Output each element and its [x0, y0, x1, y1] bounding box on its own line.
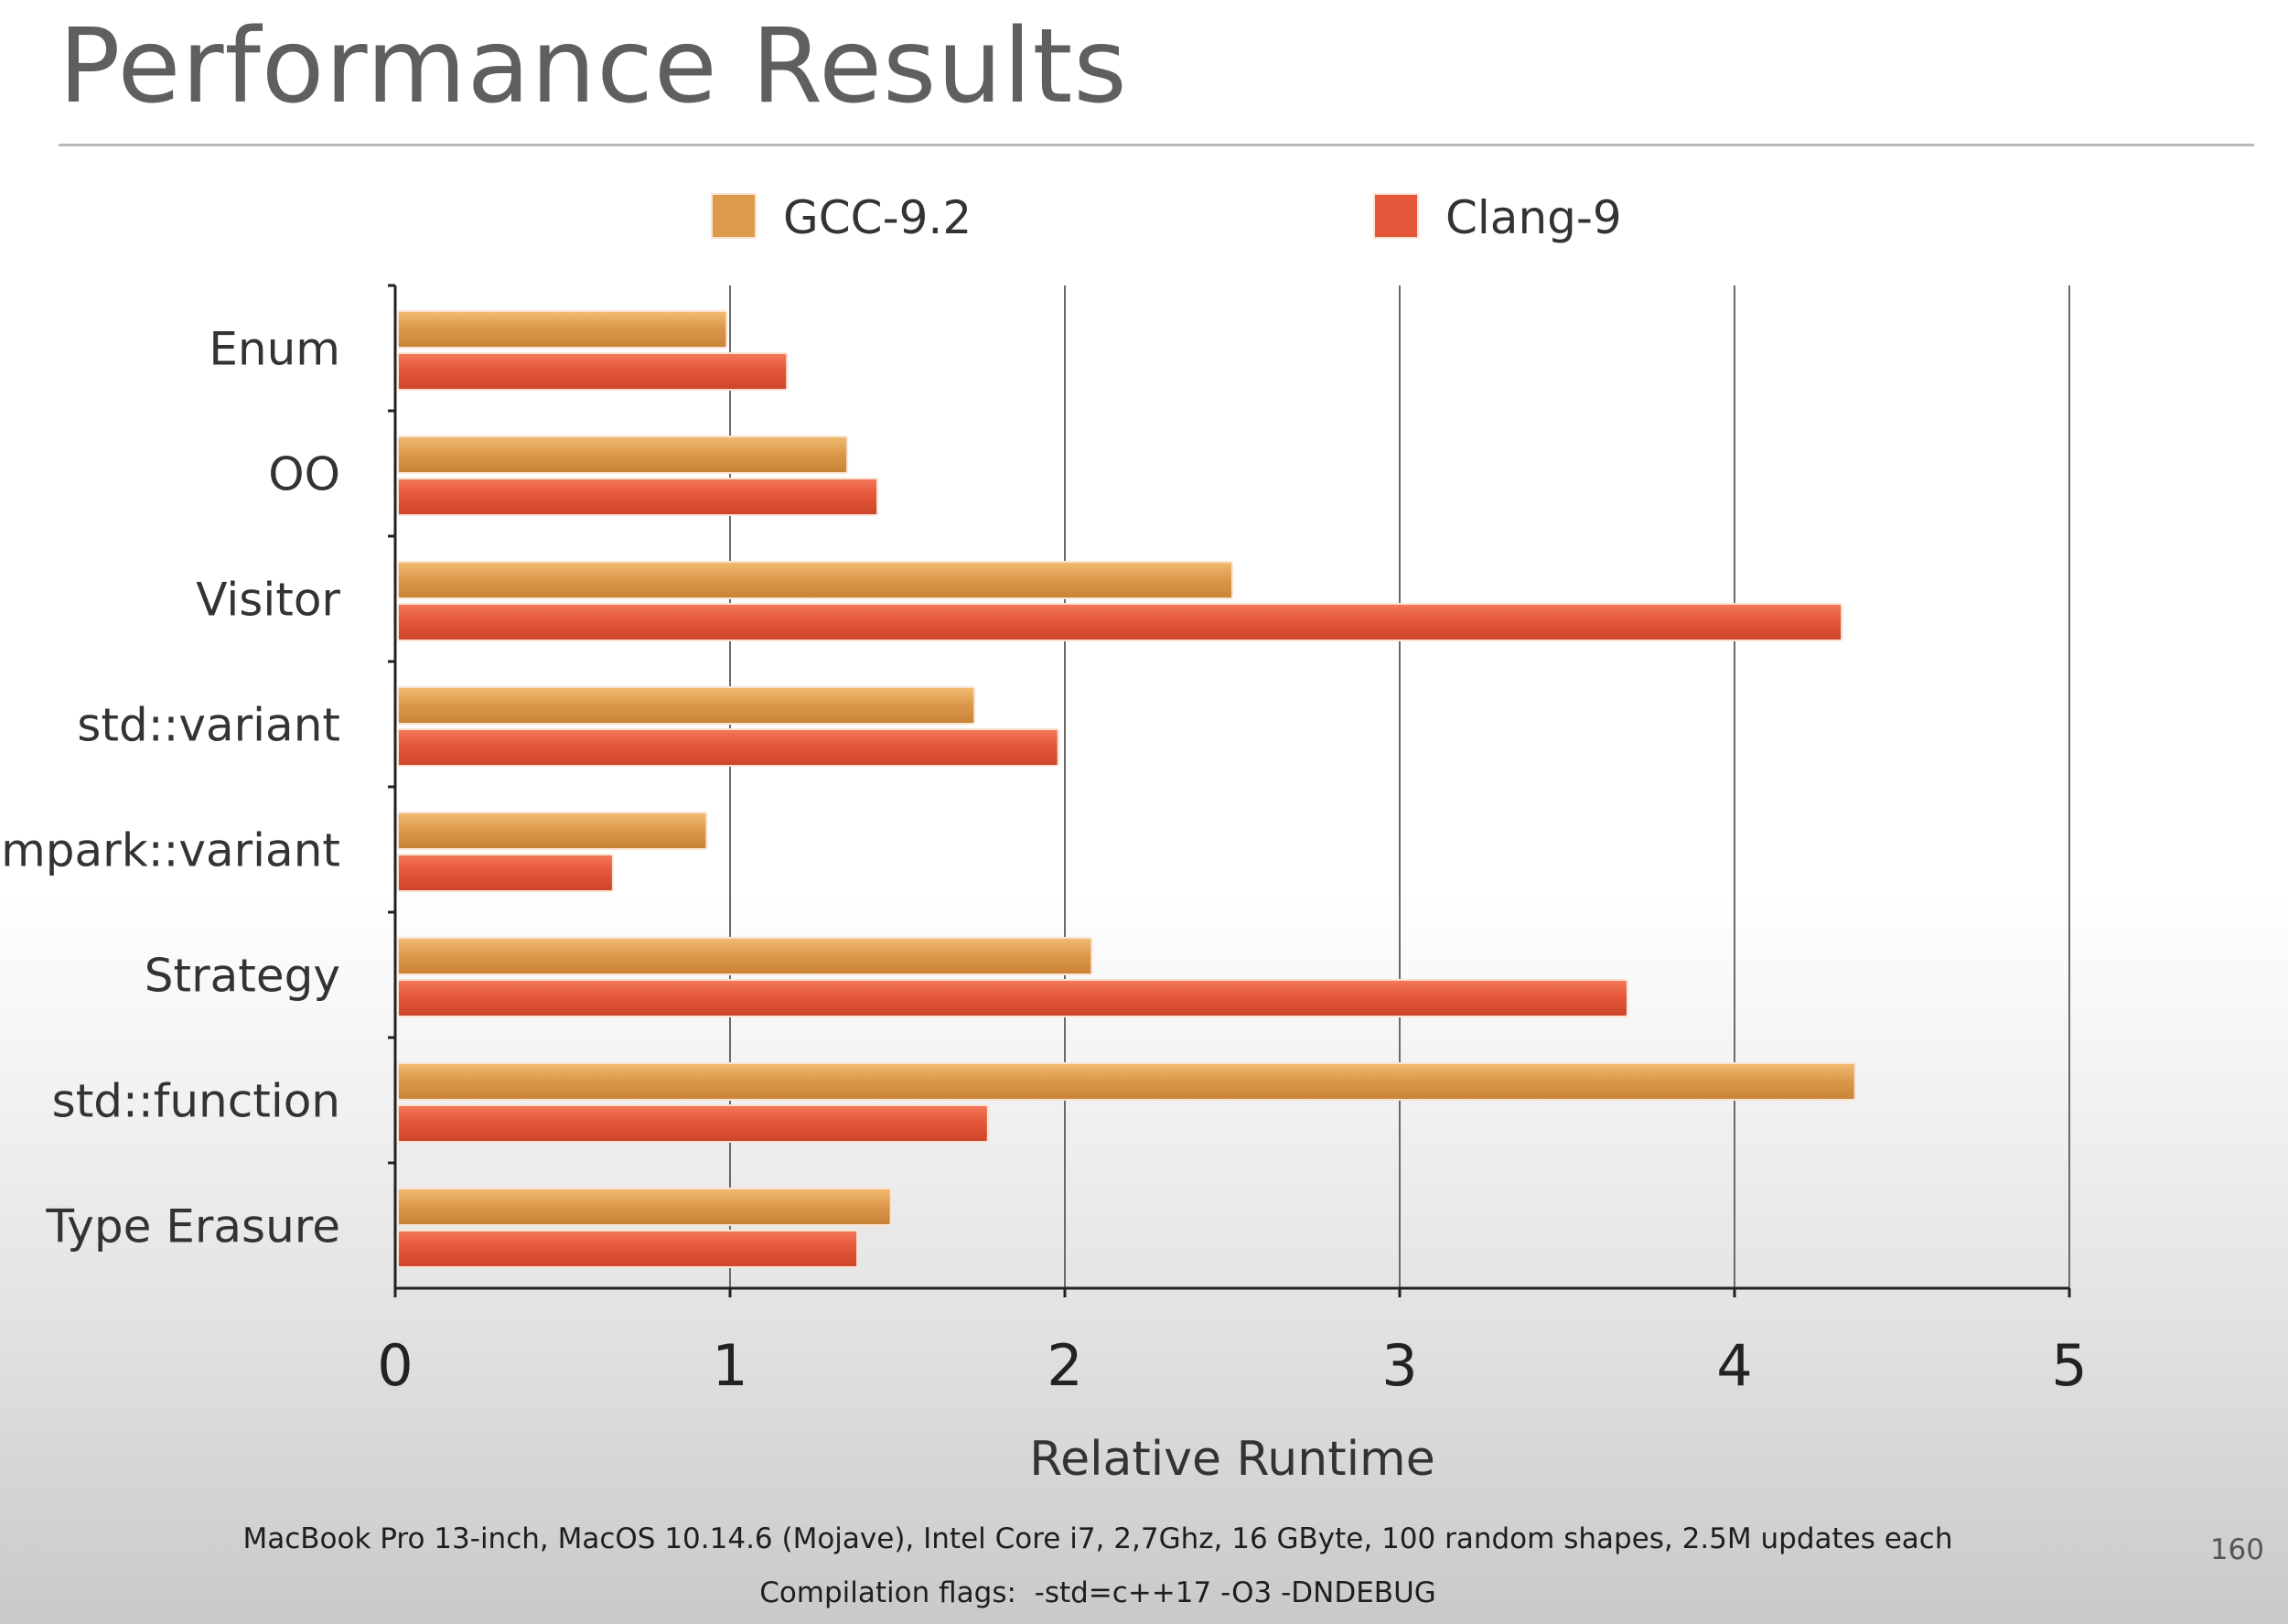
footnote-flags: Compilation flags: -std=c++17 -O3 -DNDEB… [759, 1576, 1436, 1609]
category-label: Enum [209, 323, 340, 376]
bar-gcc-9-2 [397, 686, 976, 725]
slide-title: Performance Results [59, 7, 1128, 126]
title-divider [59, 144, 2254, 146]
category-label: mpark::variant [1, 824, 340, 877]
x-tick-label: 5 [2051, 1332, 2087, 1399]
legend-swatch [1373, 193, 1419, 239]
category-label: Type Erasure [46, 1200, 340, 1253]
bar-gcc-9-2 [397, 1188, 892, 1226]
bar-gcc-9-2 [397, 561, 1233, 599]
bar-gcc-9-2 [397, 1062, 1856, 1101]
tick-labels: 0 1 2 3 4 5 [377, 1332, 2087, 1399]
x-tick-label: 2 [1047, 1332, 1082, 1399]
bar-clang-9 [397, 854, 614, 892]
category-label: std::variant [77, 699, 340, 752]
category-label: std::function [52, 1075, 340, 1128]
x-axis-title: Relative Runtime [1029, 1432, 1434, 1487]
bar-gcc-9-2 [397, 937, 1093, 975]
x-tick-label: 0 [377, 1332, 413, 1399]
legend: GCC-9.2 Clang-9 [711, 191, 1622, 244]
bar-clang-9 [397, 478, 879, 516]
bar-clang-9 [397, 352, 789, 391]
slide-number: 160 [2209, 1533, 2264, 1566]
bar-clang-9 [397, 1104, 989, 1143]
category-label: OO [268, 448, 340, 501]
category-label: Strategy [145, 950, 340, 1003]
axes [388, 284, 2071, 1297]
x-tick-label: 4 [1716, 1332, 1752, 1399]
category-labels: EnumOOVisitorstd::variantmpark::variantS… [1, 323, 340, 1253]
bar-clang-9 [397, 728, 1059, 767]
x-tick-label: 3 [1381, 1332, 1417, 1399]
bar-gcc-9-2 [397, 310, 728, 349]
bar-clang-9 [397, 1230, 859, 1268]
x-tick-label: 1 [712, 1332, 747, 1399]
category-label: Visitor [196, 574, 340, 627]
legend-label: Clang-9 [1445, 191, 1622, 244]
bars [397, 310, 1856, 1268]
bar-gcc-9-2 [397, 436, 849, 474]
footnote-hardware: MacBook Pro 13-inch, MacOS 10.14.6 (Moja… [242, 1522, 1953, 1555]
bar-clang-9 [397, 603, 1843, 641]
bar-clang-9 [397, 979, 1628, 1017]
bar-gcc-9-2 [397, 812, 708, 850]
legend-swatch [711, 193, 757, 239]
legend-label: GCC-9.2 [783, 191, 972, 244]
